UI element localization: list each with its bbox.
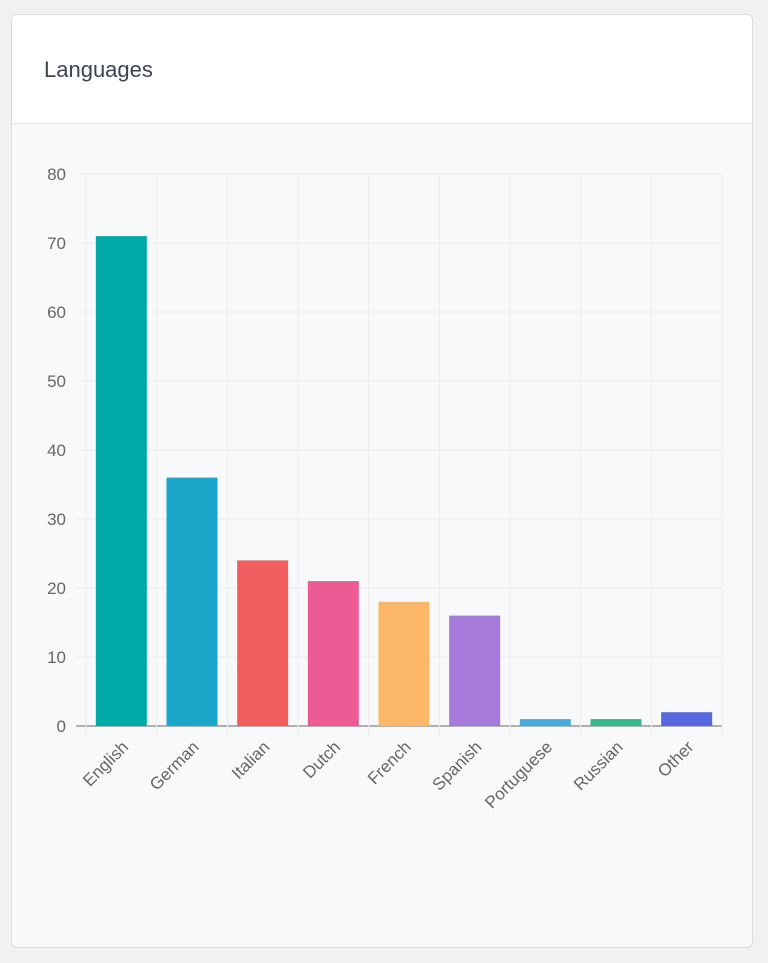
x-tick-label: Italian xyxy=(228,737,274,783)
x-tick-label: Other xyxy=(654,737,698,781)
bar-italian xyxy=(237,560,289,726)
y-tick-label: 70 xyxy=(47,234,66,253)
card-header: Languages xyxy=(12,15,752,124)
x-tick-label: German xyxy=(146,737,203,794)
bar-spanish xyxy=(449,615,501,726)
x-tick-label: Russian xyxy=(570,737,627,794)
x-tick-label: Dutch xyxy=(299,737,344,782)
bar-german xyxy=(166,477,218,726)
x-tick-label: French xyxy=(364,737,415,788)
y-tick-label: 20 xyxy=(47,579,66,598)
x-tick-label: English xyxy=(79,737,132,790)
x-tick-label: Portuguese xyxy=(481,737,556,812)
y-tick-label: 60 xyxy=(47,303,66,322)
bar-french xyxy=(378,601,430,726)
y-tick-label: 0 xyxy=(57,717,66,736)
y-tick-label: 80 xyxy=(47,165,66,184)
bar-english xyxy=(95,236,147,726)
y-tick-label: 10 xyxy=(47,648,66,667)
bar-other xyxy=(661,712,713,726)
y-tick-label: 40 xyxy=(47,441,66,460)
y-tick-label: 50 xyxy=(47,372,66,391)
y-tick-label: 30 xyxy=(47,510,66,529)
bar-portuguese xyxy=(519,719,571,726)
bar-russian xyxy=(590,719,642,726)
bar-dutch xyxy=(307,581,359,726)
x-tick-label: Spanish xyxy=(429,737,486,794)
card-title: Languages xyxy=(44,57,153,82)
